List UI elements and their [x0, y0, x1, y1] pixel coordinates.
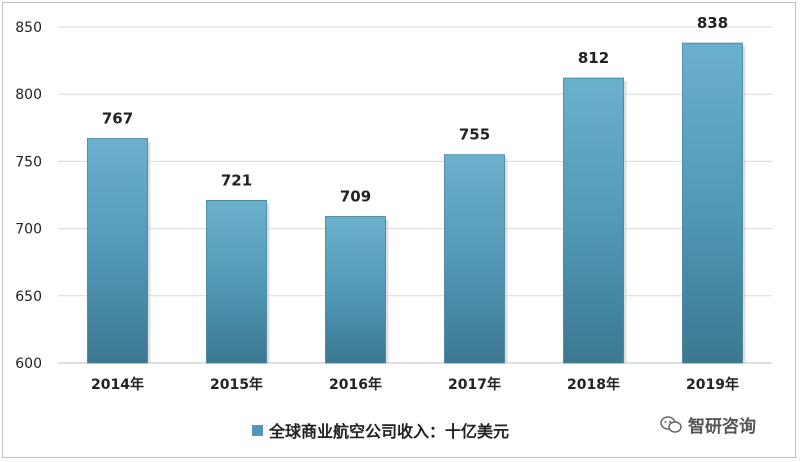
bar [325, 216, 386, 364]
data-label: 812 [578, 49, 609, 67]
y-tick-label: 600 [15, 356, 42, 372]
x-tick-label: 2019年 [686, 376, 739, 393]
bar [444, 154, 505, 364]
x-tick-label: 2016年 [329, 376, 382, 393]
bars: 767 721 709 755 812 838 [87, 14, 746, 364]
x-tick-label: 2015年 [210, 376, 263, 393]
data-label: 755 [459, 126, 490, 144]
x-axis: 2014年 2015年 2016年 2017年 2018年 2019年 [91, 376, 739, 393]
data-label: 838 [697, 14, 728, 32]
y-tick-label: 700 [15, 222, 42, 238]
gridlines [58, 26, 772, 364]
data-label: 721 [221, 171, 252, 189]
legend: 全球商业航空公司收入：十亿美元 [252, 420, 510, 441]
y-axis: 600 650 700 750 800 850 [15, 20, 42, 372]
legend-swatch [252, 424, 263, 436]
y-tick-label: 850 [15, 20, 42, 36]
y-tick-label: 800 [15, 87, 42, 103]
y-tick-label: 650 [15, 289, 42, 305]
bar [206, 199, 267, 364]
legend-label: 全球商业航空公司收入：十亿美元 [269, 422, 510, 441]
data-label: 767 [102, 110, 133, 128]
bar [682, 42, 743, 364]
x-tick-label: 2018年 [567, 376, 620, 393]
brand-watermark: 智研咨询 [660, 412, 756, 437]
x-tick-label: 2017年 [448, 376, 501, 393]
y-tick-label: 750 [15, 154, 42, 170]
brand-text: 智研咨询 [688, 417, 756, 437]
data-label: 709 [340, 188, 371, 206]
bar [87, 138, 148, 364]
x-tick-label: 2014年 [91, 376, 144, 393]
bar [563, 77, 624, 364]
wechat-icon [660, 415, 682, 433]
